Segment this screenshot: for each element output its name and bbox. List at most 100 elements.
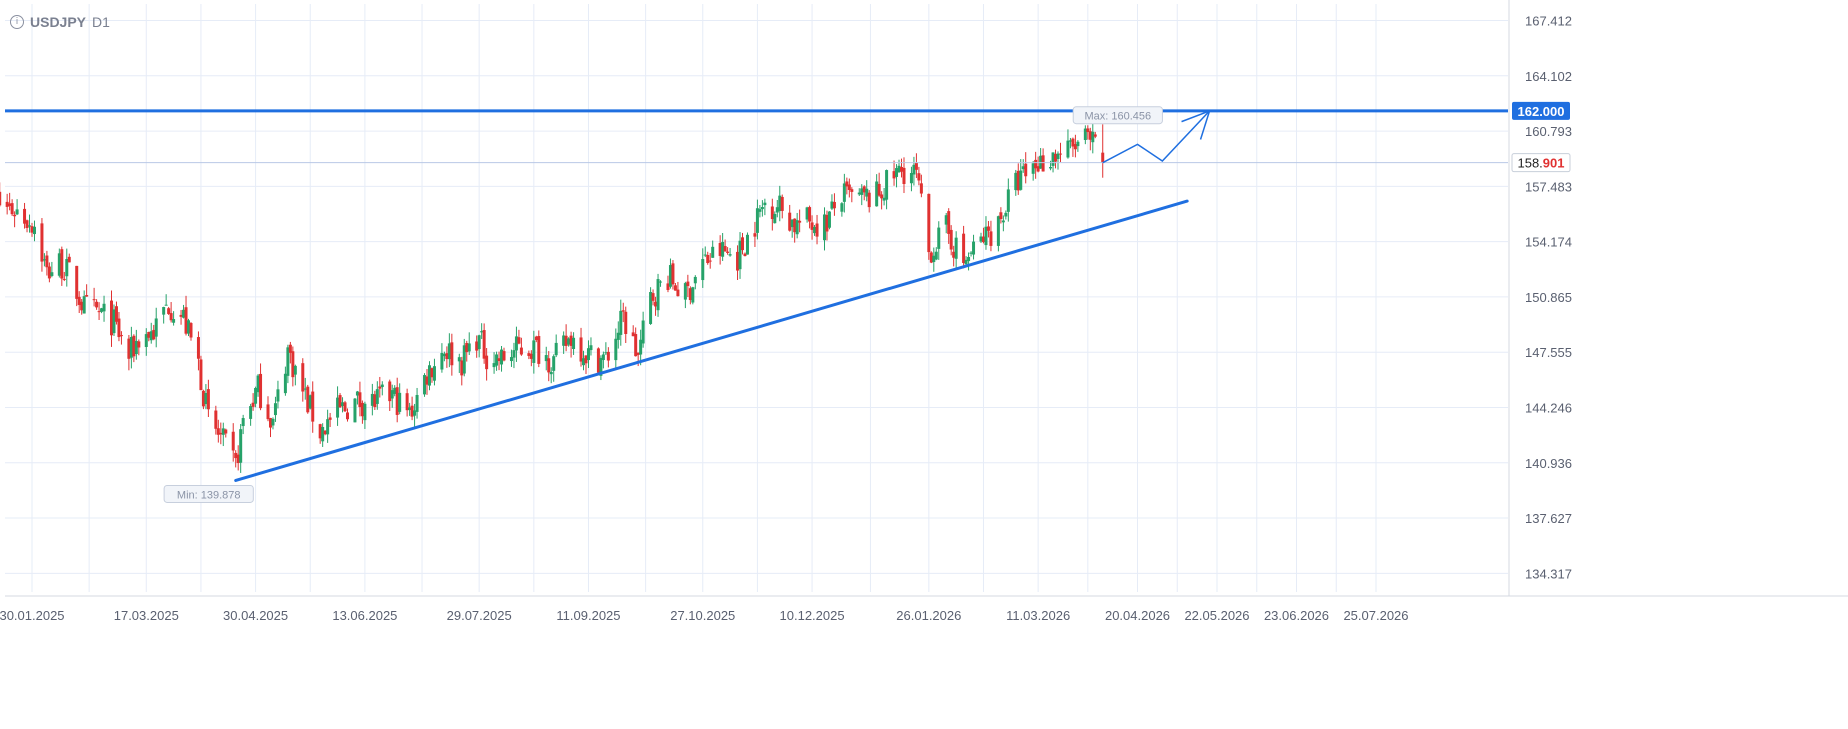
- candle-bearish[interactable]: [770, 206, 774, 220]
- projection-path[interactable]: [1102, 110, 1211, 164]
- candle-bearish[interactable]: [793, 218, 797, 233]
- candle-bullish[interactable]: [860, 188, 864, 195]
- candle-bullish[interactable]: [1083, 128, 1087, 141]
- candle-bullish[interactable]: [822, 214, 826, 241]
- candle-bullish[interactable]: [500, 349, 504, 365]
- candle-bearish[interactable]: [60, 249, 64, 279]
- candle-bearish[interactable]: [288, 344, 292, 353]
- candle-bearish[interactable]: [117, 318, 121, 338]
- candle-bearish[interactable]: [1058, 153, 1062, 155]
- candle-bearish[interactable]: [97, 311, 101, 313]
- candle-bullish[interactable]: [885, 170, 889, 200]
- candle-bullish[interactable]: [1019, 170, 1023, 190]
- candle-bearish[interactable]: [741, 237, 745, 251]
- candle-bearish[interactable]: [624, 311, 628, 335]
- candle-bullish[interactable]: [668, 265, 672, 287]
- candle-bearish[interactable]: [569, 335, 573, 346]
- candle-bearish[interactable]: [127, 338, 131, 359]
- candle-bullish[interactable]: [380, 384, 384, 388]
- candle-bullish[interactable]: [65, 259, 69, 277]
- candle-bullish[interactable]: [442, 354, 446, 357]
- candle-bearish[interactable]: [216, 428, 220, 435]
- candle-bearish[interactable]: [517, 337, 521, 344]
- candle-bullish[interactable]: [271, 418, 275, 426]
- candle-bullish[interactable]: [221, 428, 225, 435]
- candle-bullish[interactable]: [912, 164, 916, 175]
- candle-bearish[interactable]: [900, 167, 904, 172]
- candle-bearish[interactable]: [892, 171, 896, 179]
- candle-bullish[interactable]: [964, 259, 968, 265]
- candle-bearish[interactable]: [606, 351, 610, 361]
- candle-bullish[interactable]: [614, 338, 618, 361]
- candle-bearish[interactable]: [251, 402, 255, 407]
- candle-bullish[interactable]: [182, 309, 186, 318]
- candle-bearish[interactable]: [845, 181, 849, 187]
- candle-bearish[interactable]: [537, 336, 541, 364]
- candle-bearish[interactable]: [388, 381, 392, 402]
- candle-bullish[interactable]: [760, 207, 764, 210]
- candle-bullish[interactable]: [336, 397, 340, 418]
- candle-bearish[interactable]: [986, 226, 990, 231]
- candle-bearish[interactable]: [199, 359, 203, 391]
- candle-bullish[interactable]: [1001, 220, 1005, 223]
- candle-bearish[interactable]: [636, 352, 640, 355]
- candle-bearish[interactable]: [147, 332, 151, 338]
- candle-bullish[interactable]: [1021, 166, 1025, 170]
- candle-bearish[interactable]: [673, 285, 677, 291]
- candle-bullish[interactable]: [273, 403, 277, 416]
- candle-bearish[interactable]: [631, 332, 635, 337]
- candle-bullish[interactable]: [293, 365, 297, 375]
- candle-bullish[interactable]: [144, 334, 148, 347]
- candle-bullish[interactable]: [149, 331, 153, 341]
- candle-bearish[interactable]: [621, 310, 625, 312]
- candle-bearish[interactable]: [30, 226, 34, 233]
- candle-bullish[interactable]: [308, 395, 312, 409]
- candle-bullish[interactable]: [187, 320, 191, 334]
- candle-bearish[interactable]: [95, 301, 99, 308]
- candle-bearish[interactable]: [358, 392, 362, 408]
- candle-bullish[interactable]: [701, 259, 705, 281]
- candle-bullish[interactable]: [683, 283, 687, 300]
- candle-bullish[interactable]: [204, 392, 208, 405]
- candle-bearish[interactable]: [688, 288, 692, 301]
- candle-bullish[interactable]: [423, 375, 427, 395]
- candle-bullish[interactable]: [944, 215, 948, 225]
- candle-bearish[interactable]: [318, 424, 322, 439]
- candle-bearish[interactable]: [343, 402, 347, 412]
- candle-bearish[interactable]: [152, 329, 156, 340]
- candle-bullish[interactable]: [509, 357, 513, 362]
- candle-bullish[interactable]: [721, 241, 725, 257]
- candle-bearish[interactable]: [67, 256, 71, 263]
- candle-bullish[interactable]: [162, 307, 166, 315]
- candle-bullish[interactable]: [691, 287, 695, 303]
- candle-bearish[interactable]: [596, 348, 600, 373]
- candle-bullish[interactable]: [909, 172, 913, 184]
- candle-bullish[interactable]: [745, 234, 749, 255]
- candle-bullish[interactable]: [582, 358, 586, 366]
- candle-bearish[interactable]: [450, 342, 454, 366]
- candle-bullish[interactable]: [641, 320, 645, 344]
- candle-bullish[interactable]: [492, 363, 496, 368]
- candle-bullish[interactable]: [1056, 153, 1060, 159]
- candle-bullish[interactable]: [865, 188, 869, 197]
- candle-bullish[interactable]: [28, 225, 32, 227]
- candle-bullish[interactable]: [572, 337, 576, 350]
- candle-bearish[interactable]: [77, 296, 81, 305]
- candle-bearish[interactable]: [686, 281, 690, 287]
- candle-bearish[interactable]: [301, 363, 305, 392]
- candle-bearish[interactable]: [373, 394, 377, 408]
- candle-bullish[interactable]: [755, 208, 759, 233]
- candle-bullish[interactable]: [639, 339, 643, 355]
- candle-bullish[interactable]: [775, 207, 779, 213]
- candle-bullish[interactable]: [241, 418, 245, 427]
- candle-bullish[interactable]: [967, 256, 971, 262]
- candle-bullish[interactable]: [413, 410, 417, 416]
- candle-bearish[interactable]: [338, 395, 342, 408]
- candle-bearish[interactable]: [726, 251, 730, 253]
- candle-bullish[interactable]: [711, 246, 715, 258]
- candle-bearish[interactable]: [949, 229, 953, 250]
- candle-bullish[interactable]: [604, 352, 608, 354]
- candle-bullish[interactable]: [969, 252, 973, 254]
- candle-bullish[interactable]: [549, 371, 553, 375]
- candle-bullish[interactable]: [840, 203, 844, 212]
